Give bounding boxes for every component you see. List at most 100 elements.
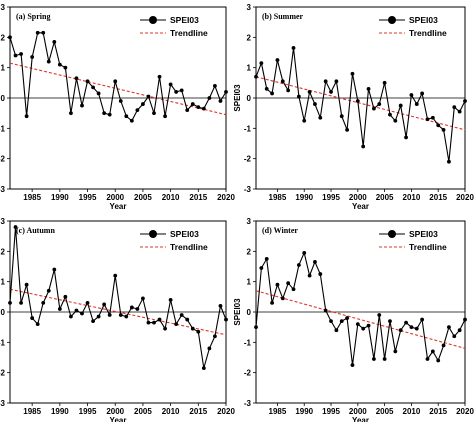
x-tick-label: 1985 <box>23 407 41 416</box>
data-point <box>19 301 23 305</box>
data-point <box>135 307 140 311</box>
data-point <box>13 53 18 58</box>
data-point <box>291 46 296 50</box>
data-point <box>254 74 258 79</box>
data-point <box>179 313 184 317</box>
y-tick-label: -1 <box>0 124 6 133</box>
data-point <box>291 287 296 292</box>
y-tick-label: 2 <box>1 247 6 256</box>
data-point <box>366 323 371 328</box>
data-point <box>377 102 382 106</box>
legend: SPEI03 Trendline <box>379 229 447 252</box>
data-point <box>152 111 156 116</box>
legend-marker-speio3 <box>149 230 157 238</box>
data-point <box>124 314 129 319</box>
legend-label-speio3: SPEI03 <box>409 15 438 25</box>
y-axis-label: SPEI03 <box>233 84 242 112</box>
data-point <box>190 102 195 106</box>
data-point <box>35 30 40 35</box>
y-tick-label: 3 <box>1 217 6 226</box>
data-point <box>213 83 217 88</box>
data-point <box>436 123 441 128</box>
legend: SPEI03 Trendline <box>140 229 208 252</box>
data-point <box>398 328 403 333</box>
series-line-speio3 <box>9 32 227 122</box>
x-axis-label: Year <box>352 202 369 211</box>
data-point <box>393 349 398 354</box>
data-point <box>118 313 123 317</box>
data-point <box>80 103 84 108</box>
y-tick-label: 0 <box>247 308 252 317</box>
x-tick-label: 1990 <box>51 407 69 416</box>
y-tick-label: 1 <box>247 278 252 287</box>
data-point <box>377 313 382 317</box>
y-tick-label: 1 <box>1 278 6 287</box>
data-point <box>388 319 392 323</box>
y-tick-label: -3 <box>0 185 6 194</box>
x-tick-label: 2000 <box>106 193 124 202</box>
data-point <box>113 79 118 84</box>
data-point <box>218 99 223 103</box>
data-point <box>447 325 451 330</box>
trendline <box>255 290 466 349</box>
data-point <box>224 317 228 322</box>
data-point <box>345 127 350 132</box>
data-point <box>179 88 184 93</box>
x-tick-label: 1985 <box>23 193 41 202</box>
data-point <box>107 112 112 117</box>
y-tick-label: -2 <box>0 369 6 378</box>
data-point <box>414 326 419 331</box>
legend-marker-speio3 <box>388 16 396 24</box>
data-point <box>35 322 40 327</box>
x-tick-label: 1990 <box>295 407 313 416</box>
data-point <box>57 62 62 67</box>
y-tick-label: 1 <box>247 64 252 73</box>
data-point <box>313 260 317 264</box>
data-point <box>425 117 430 122</box>
data-point <box>318 272 323 276</box>
trendline <box>9 62 227 116</box>
data-point <box>361 326 366 331</box>
data-point <box>196 329 201 334</box>
x-tick-label: 2015 <box>429 193 447 202</box>
data-point <box>441 343 446 348</box>
y-axis-label: SPEI03 <box>233 298 242 326</box>
data-point <box>425 357 430 361</box>
data-point <box>152 320 156 325</box>
data-point <box>74 308 79 313</box>
data-point <box>24 114 29 119</box>
data-point <box>350 363 355 367</box>
data-point <box>463 99 467 103</box>
x-tick-label: 2015 <box>429 407 447 416</box>
x-tick-label: 1995 <box>79 193 97 202</box>
legend-label-trendline: Trendline <box>170 28 208 38</box>
y-tick-label: -2 <box>244 155 252 164</box>
data-point <box>436 358 441 363</box>
x-tick-label: 2000 <box>106 407 124 416</box>
y-tick-label: 3 <box>247 217 252 226</box>
legend-label-speio3: SPEI03 <box>170 229 199 239</box>
data-point <box>280 79 285 84</box>
data-point <box>141 102 145 106</box>
data-point <box>259 266 264 270</box>
data-point <box>441 127 446 132</box>
data-point <box>96 314 101 319</box>
data-point <box>80 311 84 316</box>
legend-label-trendline: Trendline <box>170 242 208 252</box>
data-point <box>168 82 173 87</box>
data-point <box>196 105 201 109</box>
data-point <box>185 108 190 113</box>
data-point <box>91 85 95 90</box>
x-tick-label: 2020 <box>217 193 235 202</box>
data-point <box>41 30 46 35</box>
legend: SPEI03 Trendline <box>140 15 208 38</box>
x-tick-label: 2015 <box>189 407 207 416</box>
data-point <box>41 301 46 305</box>
chart-panel-4: -3 -2 -1 0 1 2 3 1985 1990 1995 2000 2005 2010 2015 20… <box>233 217 474 422</box>
data-point <box>207 96 212 100</box>
y-tick-label: -3 <box>0 399 6 408</box>
x-tick-label: 2020 <box>217 407 235 416</box>
data-point <box>323 79 328 84</box>
legend-label-speio3: SPEI03 <box>170 15 199 25</box>
series-line-speio3 <box>255 47 466 162</box>
